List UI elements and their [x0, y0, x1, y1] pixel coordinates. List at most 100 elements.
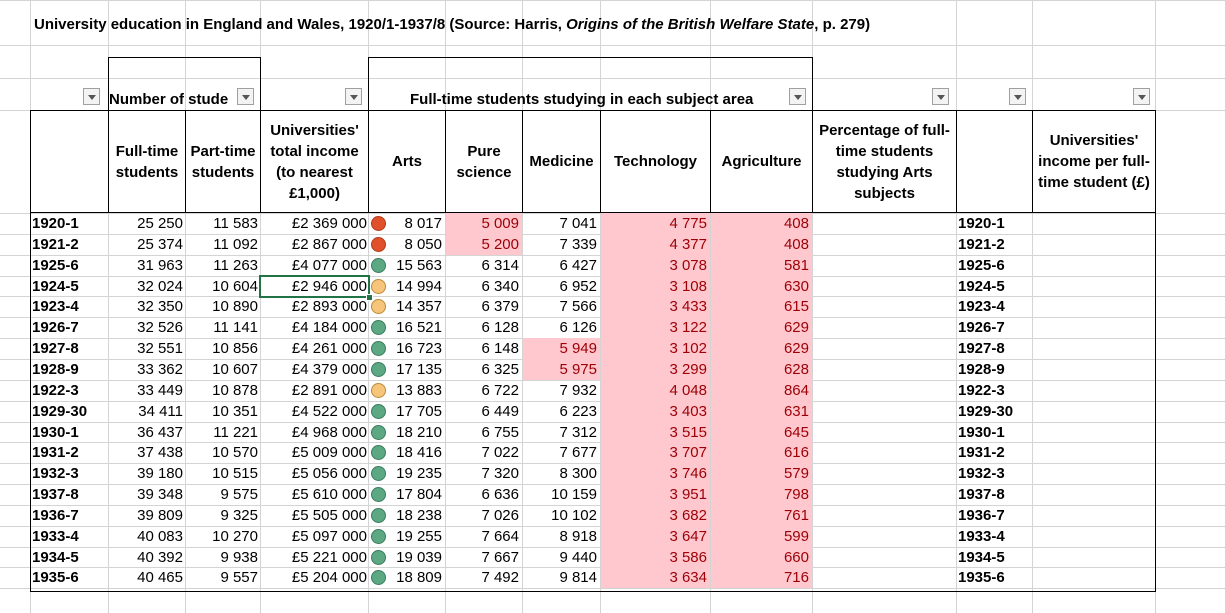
cell-arts[interactable]: 13 883: [396, 381, 442, 399]
cell-pt[interactable]: 11 221: [213, 423, 258, 441]
cell-year[interactable]: 1921-2: [32, 235, 79, 253]
selection-fill-handle[interactable]: [366, 294, 373, 301]
cell-med[interactable]: 7 041: [559, 215, 597, 232]
filter-dropdown-pct[interactable]: [932, 88, 949, 105]
cell-year2[interactable]: 1929-30: [958, 402, 1014, 420]
cell-tech[interactable]: 3 682: [669, 506, 707, 524]
cell-pure[interactable]: 6 449: [481, 402, 519, 420]
cell-year2[interactable]: 1928-9: [958, 360, 1005, 378]
cell-med[interactable]: 7 932: [559, 381, 597, 399]
cell-year2[interactable]: 1924-5: [958, 277, 1005, 295]
cell-ft[interactable]: 32 526: [137, 319, 183, 337]
cell-arts[interactable]: 14 994: [396, 277, 442, 295]
cell-pure[interactable]: 6 755: [481, 423, 519, 441]
cell-med[interactable]: 7 677: [559, 444, 597, 462]
cell-med[interactable]: 7 339: [559, 235, 597, 253]
cell-med[interactable]: 8 918: [559, 527, 597, 545]
cell-agri[interactable]: 628: [783, 360, 809, 378]
cell-agri[interactable]: 761: [783, 506, 809, 524]
cell-tech[interactable]: 4 775: [669, 215, 707, 232]
cell-agri[interactable]: 631: [783, 402, 809, 420]
cell-ft[interactable]: 39 809: [137, 506, 183, 524]
cell-pt[interactable]: 9 557: [220, 569, 258, 587]
cell-ft[interactable]: 32 024: [137, 277, 183, 295]
cell-year2[interactable]: 1921-2: [958, 235, 1005, 253]
cell-arts[interactable]: 16 521: [396, 319, 442, 337]
cell-pure[interactable]: 6 722: [481, 381, 519, 399]
cell-pt[interactable]: 11 583: [213, 215, 258, 232]
cell-pure[interactable]: 6 128: [481, 319, 519, 337]
cell-med[interactable]: 6 126: [559, 319, 597, 337]
cell-med[interactable]: 6 952: [559, 277, 597, 295]
cell-income[interactable]: £2 893 000: [291, 298, 367, 316]
cell-agri[interactable]: 408: [783, 235, 809, 253]
cell-ft[interactable]: 32 551: [137, 340, 183, 358]
cell-pure[interactable]: 6 340: [481, 277, 519, 295]
cell-arts[interactable]: 17 804: [396, 486, 442, 504]
cell-tech[interactable]: 3 515: [669, 423, 707, 441]
cell-tech[interactable]: 3 951: [669, 486, 707, 504]
cell-arts[interactable]: 19 255: [396, 527, 442, 545]
cell-ft[interactable]: 33 449: [137, 381, 183, 399]
cell-year[interactable]: 1931-2: [32, 444, 79, 462]
cell-arts[interactable]: 18 210: [396, 423, 442, 441]
cell-arts[interactable]: 18 809: [396, 569, 442, 587]
cell-income[interactable]: £5 009 000: [291, 444, 367, 462]
cell-agri[interactable]: 408: [783, 215, 809, 232]
cell-ft[interactable]: 39 180: [137, 465, 183, 483]
cell-arts[interactable]: 17 705: [396, 402, 442, 420]
filter-dropdown-subjects[interactable]: [789, 88, 806, 105]
cell-arts[interactable]: 19 235: [396, 465, 442, 483]
cell-pure[interactable]: 7 667: [481, 548, 519, 566]
cell-med[interactable]: 8 300: [559, 465, 597, 483]
cell-med[interactable]: 6 223: [559, 402, 597, 420]
cell-tech[interactable]: 3 647: [669, 527, 707, 545]
cell-ft[interactable]: 34 411: [138, 402, 183, 420]
cell-year2[interactable]: 1926-7: [958, 319, 1005, 337]
filter-dropdown-income-per[interactable]: [1133, 88, 1150, 105]
cell-year[interactable]: 1936-7: [32, 506, 79, 524]
cell-agri[interactable]: 581: [783, 256, 809, 274]
cell-year2[interactable]: 1931-2: [958, 444, 1005, 462]
cell-agri[interactable]: 645: [783, 423, 809, 441]
cell-tech[interactable]: 3 102: [669, 340, 707, 358]
cell-pt[interactable]: 10 890: [212, 298, 258, 316]
cell-income[interactable]: £2 369 000: [291, 215, 367, 232]
cell-med[interactable]: 6 427: [559, 256, 597, 274]
cell-pure[interactable]: 7 022: [481, 444, 519, 462]
cell-income[interactable]: £4 522 000: [291, 402, 367, 420]
cell-year[interactable]: 1934-5: [32, 548, 79, 566]
cell-tech[interactable]: 3 433: [669, 298, 707, 316]
cell-year2[interactable]: 1932-3: [958, 465, 1005, 483]
filter-dropdown-year[interactable]: [83, 88, 100, 105]
cell-tech[interactable]: 3 634: [669, 569, 707, 587]
cell-med[interactable]: 5 949: [559, 340, 597, 358]
cell-income[interactable]: £4 184 000: [291, 319, 367, 337]
cell-income[interactable]: £2 891 000: [291, 381, 367, 399]
cell-year2[interactable]: 1930-1: [958, 423, 1005, 441]
cell-pt[interactable]: 9 325: [220, 506, 258, 524]
cell-tech[interactable]: 3 746: [669, 465, 707, 483]
cell-year[interactable]: 1924-5: [32, 277, 79, 295]
cell-tech[interactable]: 4 048: [669, 381, 707, 399]
cell-pure[interactable]: 6 379: [481, 298, 519, 316]
filter-dropdown-blank[interactable]: [1009, 88, 1026, 105]
cell-year2[interactable]: 1923-4: [958, 298, 1005, 316]
cell-agri[interactable]: 864: [783, 381, 809, 399]
cell-ft[interactable]: 32 350: [137, 298, 183, 316]
cell-agri[interactable]: 630: [783, 277, 809, 295]
cell-pt[interactable]: 11 092: [213, 235, 258, 253]
cell-ft[interactable]: 33 362: [137, 360, 183, 378]
cell-pure[interactable]: 5 200: [481, 235, 519, 253]
cell-pt[interactable]: 10 604: [212, 277, 258, 295]
cell-arts[interactable]: 18 416: [396, 444, 442, 462]
cell-ft[interactable]: 39 348: [137, 486, 183, 504]
cell-year[interactable]: 1928-9: [32, 360, 79, 378]
cell-pt[interactable]: 11 263: [213, 256, 258, 274]
cell-pure[interactable]: 6 148: [481, 340, 519, 358]
cell-ft[interactable]: 36 437: [137, 423, 183, 441]
cell-tech[interactable]: 3 586: [669, 548, 707, 566]
cell-pt[interactable]: 9 575: [220, 486, 258, 504]
cell-year[interactable]: 1937-8: [32, 486, 79, 504]
